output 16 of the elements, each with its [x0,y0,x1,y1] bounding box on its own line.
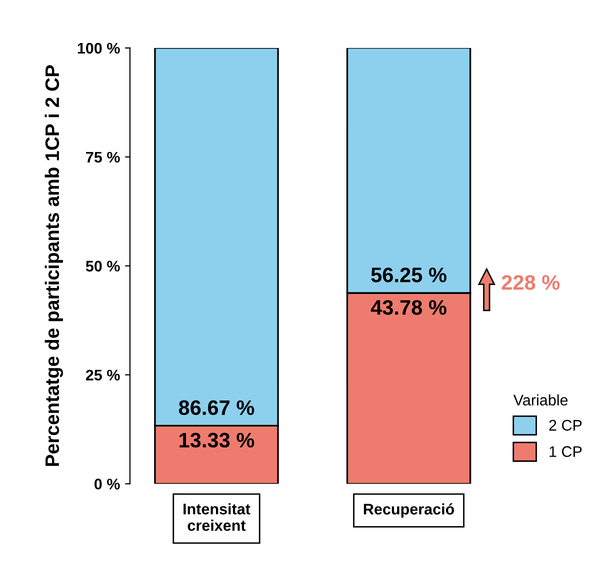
data-label: 56.25 % [371,268,446,282]
y-tick-label: 75 % [86,152,120,163]
y-axis-title: Percentatge de participants amb 1CP i 2 CP [44,65,64,466]
legend-label: 1 CP [550,446,582,457]
data-label: 86.67 % [178,400,254,416]
y-tick-label: 100 % [78,42,120,54]
x-tick-label: Intensitat creixent [184,503,250,531]
legend-title: Variable [513,394,568,406]
y-tick-label: 25 % [86,370,120,381]
x-tick-label: Recuperació [364,503,454,518]
y-tick-label: 0 % [94,478,120,490]
data-label: 13.33 % [180,432,254,448]
annotation: 228 % [502,275,560,290]
y-tick-label: 50 % [86,260,120,272]
legend-label: 2 CP [549,420,582,431]
data-label: 43.78 % [370,300,446,315]
